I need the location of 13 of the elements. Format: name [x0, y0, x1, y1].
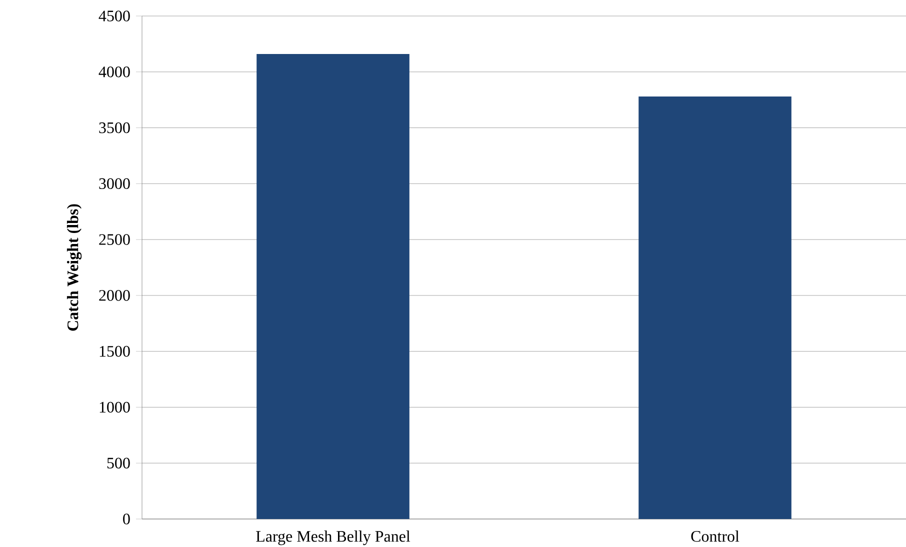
- y-tick-label: 500: [107, 458, 130, 469]
- y-axis-title: Catch Weight (lbs): [66, 204, 82, 331]
- y-tick-label: 4000: [98, 66, 130, 78]
- x-tick-label: Large Mesh Belly Panel: [256, 530, 410, 546]
- y-tick-label: 0: [123, 514, 130, 524]
- y-tick-label: 1500: [100, 346, 130, 357]
- y-tick-label: 2500: [99, 234, 130, 245]
- y-tick-label: 1000: [100, 402, 130, 413]
- y-tick-label: 3000: [99, 178, 130, 190]
- y-tick-label: 4500: [98, 10, 130, 22]
- y-tick-label: 2000: [99, 290, 130, 301]
- x-tick-label: Control: [691, 530, 740, 542]
- y-tick-label: 3500: [99, 122, 130, 134]
